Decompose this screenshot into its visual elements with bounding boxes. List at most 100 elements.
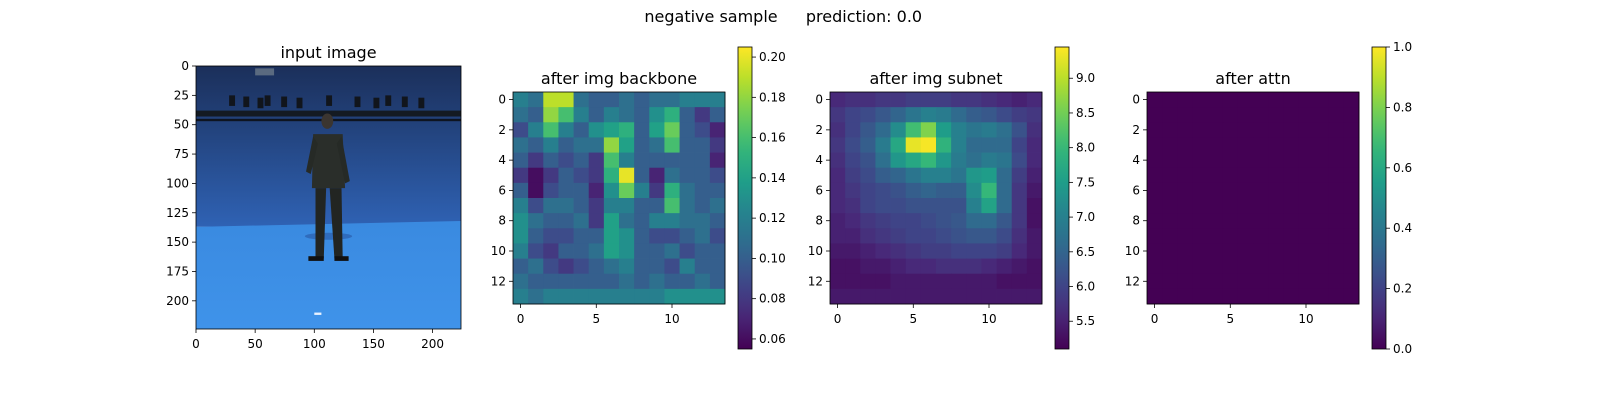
heatmap-cell bbox=[981, 198, 997, 214]
heatmap-cell bbox=[573, 243, 590, 259]
heatmap-cell bbox=[1283, 182, 1299, 199]
heatmap-cell bbox=[649, 213, 665, 229]
x-tick-label: 150 bbox=[362, 337, 385, 351]
heatmap-cell bbox=[890, 228, 907, 244]
studio-camera bbox=[229, 95, 236, 106]
heatmap-cell bbox=[936, 228, 952, 244]
backbone-heatmap-panel: after img backbone 0 5 10 0 2 4 6 8 10 12 0.06 0.08 0… bbox=[491, 46, 786, 350]
heatmap-cell bbox=[513, 152, 529, 169]
panel-title: after attn bbox=[1215, 69, 1290, 88]
heatmap-cell bbox=[588, 107, 605, 123]
heatmap-cell bbox=[830, 182, 846, 199]
heatmap-cell bbox=[1253, 198, 1269, 214]
heatmap-cell bbox=[513, 273, 529, 290]
heatmap-cell bbox=[588, 152, 605, 169]
heatmap-cell bbox=[513, 182, 529, 199]
heatmap-cell bbox=[830, 122, 846, 138]
heatmap-cell bbox=[996, 122, 1013, 138]
heatmap-cell bbox=[1011, 228, 1028, 244]
floor-marker bbox=[314, 312, 322, 315]
studio-camera bbox=[354, 96, 361, 108]
heatmap-cell bbox=[1207, 198, 1224, 214]
heatmap-cell bbox=[709, 198, 726, 214]
heatmap-cell bbox=[905, 152, 922, 169]
colorbar-tick-label: 0.08 bbox=[759, 292, 786, 306]
heatmap-cell bbox=[664, 258, 680, 275]
heatmap-cell bbox=[649, 182, 665, 199]
heatmap-cell bbox=[1253, 122, 1269, 138]
heatmap-cell bbox=[634, 243, 650, 259]
heatmap-cell bbox=[1237, 182, 1254, 199]
heatmap-cell bbox=[679, 107, 696, 123]
heatmap-cell bbox=[1011, 273, 1028, 290]
heatmap-cell bbox=[513, 228, 529, 244]
heatmap-cell bbox=[875, 288, 891, 305]
heatmap-cell bbox=[951, 167, 967, 184]
heatmap-cell bbox=[1026, 107, 1043, 123]
heatmap-cell bbox=[1343, 198, 1360, 214]
axes-frame bbox=[829, 91, 1043, 305]
heatmap-cell bbox=[543, 137, 559, 153]
heatmap-cell bbox=[1177, 182, 1193, 199]
heatmap-cell bbox=[664, 198, 680, 214]
heatmap-cell bbox=[875, 167, 891, 184]
y-tick-label: 4 bbox=[815, 153, 823, 167]
heatmap-cell bbox=[573, 152, 590, 169]
heatmap-cell bbox=[1192, 198, 1208, 214]
heatmap-cell bbox=[1298, 92, 1314, 108]
heatmap-cell bbox=[845, 228, 861, 244]
heatmap-cell bbox=[649, 167, 665, 184]
heatmap-cell bbox=[1298, 228, 1314, 244]
heatmap-cell bbox=[1268, 92, 1284, 108]
heatmap-cell bbox=[1253, 213, 1269, 229]
heatmap-cell bbox=[1011, 182, 1028, 199]
input-image-panel: input image 0 50 100 150 200 0 25 50 75 100 125 150 1… bbox=[166, 43, 462, 351]
heatmap-cell bbox=[1283, 152, 1299, 169]
heatmap-cell bbox=[1328, 198, 1345, 214]
heatmap-cell bbox=[558, 137, 574, 153]
heatmap-cell bbox=[513, 243, 529, 259]
heatmap-cell bbox=[619, 243, 635, 259]
heatmap-cell bbox=[634, 198, 650, 214]
heatmap-cell bbox=[1162, 273, 1178, 290]
heatmap-cell bbox=[875, 137, 891, 153]
heatmap-cell bbox=[1343, 107, 1360, 123]
heatmap-cell bbox=[1328, 273, 1345, 290]
heatmap-cell bbox=[1192, 152, 1208, 169]
x-tick-label: 5 bbox=[909, 312, 917, 326]
heatmap-cell bbox=[694, 122, 711, 138]
heatmap-cell bbox=[558, 152, 574, 169]
heatmap-cell bbox=[951, 273, 967, 290]
heatmap-cell bbox=[1328, 258, 1345, 275]
y-tick-label: 0 bbox=[815, 93, 823, 107]
heatmap-cell bbox=[1147, 182, 1163, 199]
person-leg-left bbox=[315, 188, 327, 259]
colorbar-tick-label: 0.0 bbox=[1393, 342, 1412, 356]
heatmap-cell bbox=[573, 273, 590, 290]
heatmap-cell bbox=[1253, 288, 1269, 305]
heatmap-cell bbox=[694, 288, 711, 305]
heatmap-cell bbox=[634, 288, 650, 305]
heatmap-cell bbox=[634, 107, 650, 123]
heatmap-cell bbox=[1268, 137, 1284, 153]
heatmap-cell bbox=[1026, 122, 1043, 138]
y-tick-label: 4 bbox=[1132, 153, 1140, 167]
heatmap-cell bbox=[1026, 198, 1043, 214]
heatmap-cell bbox=[679, 92, 696, 108]
heatmap-cell bbox=[920, 288, 937, 305]
heatmap-cell bbox=[1011, 258, 1028, 275]
heatmap-cell bbox=[1268, 258, 1284, 275]
heatmap-cell bbox=[830, 258, 846, 275]
heatmap-cell bbox=[573, 92, 590, 108]
colorbar-tick-label: 7.5 bbox=[1076, 175, 1095, 189]
heatmap-cell bbox=[1253, 243, 1269, 259]
heatmap-cell bbox=[1222, 167, 1239, 184]
heatmap-cell bbox=[1343, 152, 1360, 169]
heatmap-cell bbox=[1222, 152, 1239, 169]
heatmap-cell bbox=[1192, 182, 1208, 199]
heatmap-cell bbox=[1192, 213, 1208, 229]
heatmap-cell bbox=[1298, 122, 1314, 138]
heatmap-cell bbox=[664, 288, 680, 305]
heatmap-cell bbox=[936, 243, 952, 259]
colorbar-tick-label: 0.6 bbox=[1393, 161, 1412, 175]
